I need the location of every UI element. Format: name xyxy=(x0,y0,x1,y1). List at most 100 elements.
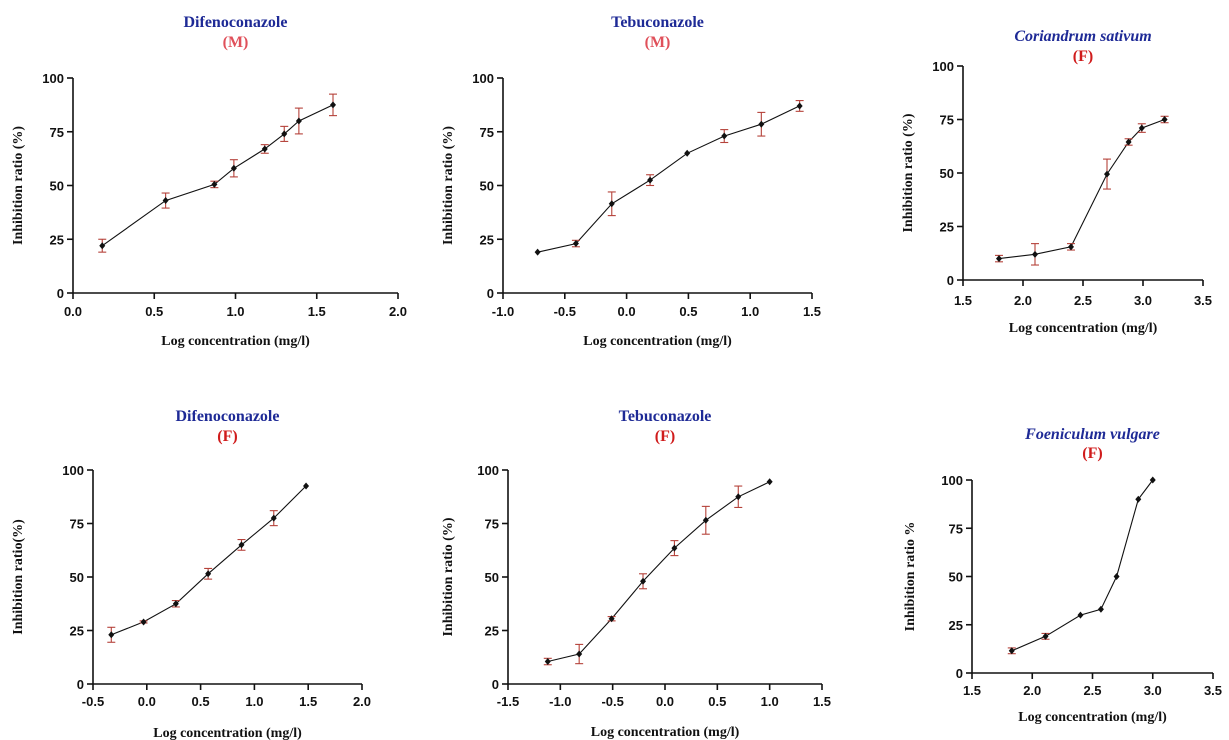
data-point xyxy=(534,248,541,256)
y-tick-label: 50 xyxy=(70,570,84,585)
x-tick-label: 0.5 xyxy=(145,304,163,319)
data-point xyxy=(281,130,288,138)
series-line xyxy=(547,481,770,663)
x-axis-label: Log concentration (mg/l) xyxy=(591,725,740,740)
x-tick-label: 2.0 xyxy=(1014,293,1032,308)
data-point xyxy=(647,176,654,184)
y-tick-label: 0 xyxy=(57,286,64,301)
x-tick-label: 0.0 xyxy=(656,694,674,709)
data-point xyxy=(671,544,678,552)
chart-title: Foeniculum vulgare xyxy=(1024,426,1160,443)
data-point xyxy=(796,102,803,110)
x-tick-label: 0.5 xyxy=(192,694,210,709)
y-tick-label: 100 xyxy=(477,463,499,478)
data-point xyxy=(1135,495,1142,503)
data-point xyxy=(1125,138,1132,146)
y-tick-label: 0 xyxy=(947,273,954,288)
chart-panel-3: Coriandrum sativum (F) 0 25 50 75 100 1.5 2.0 2.5… xyxy=(901,28,1212,336)
data-point xyxy=(721,132,728,140)
series-line xyxy=(998,118,1165,260)
y-tick-label: 0 xyxy=(956,666,963,681)
x-tick-label: -1.5 xyxy=(497,694,519,709)
x-tick-label: -1.0 xyxy=(492,304,514,319)
series-line xyxy=(111,485,307,636)
data-point xyxy=(1161,116,1168,123)
x-tick-label: 1.5 xyxy=(308,304,326,319)
x-tick-label: -0.5 xyxy=(82,694,104,709)
data-point xyxy=(303,482,310,490)
y-tick-label: 50 xyxy=(940,166,954,181)
data-point xyxy=(758,120,765,128)
x-tick-label: 1.5 xyxy=(803,304,821,319)
x-tick-label: 1.5 xyxy=(813,694,831,709)
x-tick-label: 1.5 xyxy=(954,293,972,308)
x-tick-label: 1.0 xyxy=(245,694,263,709)
data-point xyxy=(230,164,237,172)
x-tick-label: 3.0 xyxy=(1144,683,1162,698)
data-point xyxy=(1042,632,1049,640)
x-axis-label: Log concentration (mg/l) xyxy=(161,334,310,349)
x-tick-label: 0.5 xyxy=(679,304,697,319)
data-point xyxy=(330,101,336,109)
data-point xyxy=(1113,573,1120,580)
data-point xyxy=(608,615,615,623)
data-point xyxy=(1008,647,1015,655)
data-point xyxy=(108,631,115,639)
chart-subtitle: (M) xyxy=(223,34,249,51)
x-tick-label: 2.0 xyxy=(389,304,407,319)
data-point xyxy=(996,255,1002,263)
y-tick-label: 100 xyxy=(62,463,84,478)
data-point xyxy=(735,493,742,501)
y-axis-label: Inhibition ratio (%) xyxy=(901,113,916,232)
y-tick-label: 0 xyxy=(77,677,84,692)
data-point xyxy=(1149,476,1156,484)
x-axis-label: Log concentration (mg/l) xyxy=(1018,710,1167,725)
y-tick-label: 50 xyxy=(949,570,963,585)
data-point xyxy=(608,200,615,208)
y-tick-label: 75 xyxy=(480,125,494,140)
y-tick-label: 100 xyxy=(941,473,963,488)
y-tick-label: 75 xyxy=(940,113,954,128)
y-tick-label: 100 xyxy=(472,71,494,86)
y-tick-label: 100 xyxy=(42,71,64,86)
x-tick-label: 3.5 xyxy=(1194,293,1212,308)
y-tick-label: 25 xyxy=(485,624,499,639)
x-tick-label: 0.0 xyxy=(618,304,636,319)
data-point xyxy=(684,149,691,157)
y-tick-label: 50 xyxy=(485,570,499,585)
x-tick-label: 2.5 xyxy=(1083,683,1101,698)
y-tick-label: 25 xyxy=(70,624,84,639)
y-axis-label: Inhibition ratio (%) xyxy=(11,126,26,245)
y-tick-label: 0 xyxy=(492,677,499,692)
x-tick-label: 1.5 xyxy=(299,694,317,709)
data-point xyxy=(1138,124,1145,132)
chart-subtitle: (F) xyxy=(1073,48,1093,65)
data-point xyxy=(295,117,302,125)
data-point xyxy=(766,478,773,486)
y-tick-label: 50 xyxy=(50,179,64,194)
chart-subtitle: (F) xyxy=(217,428,237,445)
chart-title: Tebuconazole xyxy=(611,14,704,31)
series-line xyxy=(1011,479,1154,652)
data-point xyxy=(1068,243,1074,251)
data-point xyxy=(162,197,169,205)
chart-title: Difenoconazole xyxy=(184,14,288,31)
x-tick-label: -0.5 xyxy=(601,694,623,709)
y-tick-label: 75 xyxy=(50,125,64,140)
data-point xyxy=(270,514,277,522)
x-tick-label: 1.5 xyxy=(963,683,981,698)
y-axis-label: Inhibition ratio % xyxy=(903,522,918,632)
data-point xyxy=(572,240,579,248)
x-tick-label: 1.0 xyxy=(761,694,779,709)
series-line xyxy=(537,105,800,253)
chart-panel-2: Tebuconazole (M) 0 25 50 75 100 -1.0 -0.5 0.0 0.5 1… xyxy=(441,14,821,349)
y-axis-label: Inhibition ratio (%) xyxy=(441,517,456,636)
data-point xyxy=(238,541,245,549)
x-tick-label: -0.5 xyxy=(554,304,576,319)
chart-panel-4: Difenoconazole (F) 0 25 50 75 100 -0.5 0.0 0.5 1.0… xyxy=(11,408,371,740)
data-point xyxy=(1032,250,1038,258)
y-tick-label: 25 xyxy=(480,232,494,247)
data-point xyxy=(99,242,106,250)
y-tick-label: 25 xyxy=(949,618,963,633)
